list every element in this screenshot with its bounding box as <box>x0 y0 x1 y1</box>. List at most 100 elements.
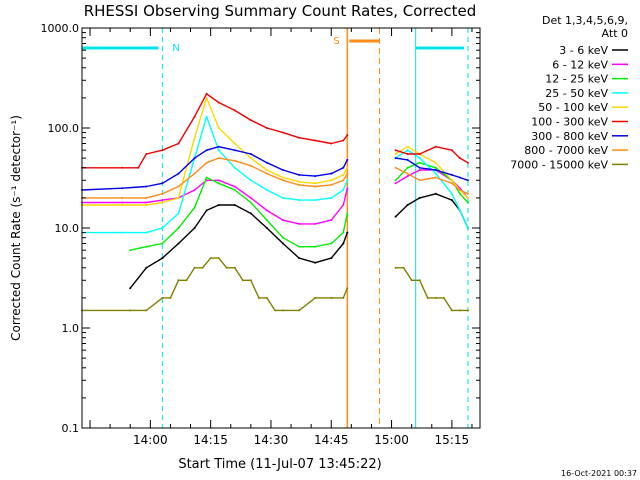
data-point <box>418 161 421 164</box>
data-point <box>217 101 220 104</box>
data-point <box>406 166 409 169</box>
data-point <box>314 261 317 264</box>
data-point <box>161 192 164 195</box>
data-point <box>434 296 437 299</box>
data-point <box>145 196 148 199</box>
data-point <box>233 204 236 206</box>
data-point <box>121 187 124 190</box>
data-point <box>185 279 188 282</box>
series-line-300-800-kev <box>81 146 469 191</box>
data-point <box>466 179 469 182</box>
data-point <box>450 199 453 202</box>
data-point <box>249 279 252 282</box>
data-point <box>205 115 208 118</box>
series-line-3-6-kev <box>129 193 469 289</box>
data-point <box>282 131 284 134</box>
data-point <box>342 189 345 191</box>
data-point <box>346 287 349 290</box>
data-point <box>217 127 220 129</box>
data-point <box>145 309 148 312</box>
data-point <box>450 192 453 195</box>
x-tick-label: 14:00 <box>133 433 168 447</box>
data-point <box>426 296 429 299</box>
data-point <box>330 257 333 260</box>
data-point <box>193 206 196 209</box>
data-point <box>265 127 268 129</box>
data-point <box>442 296 445 299</box>
data-point <box>201 266 204 269</box>
data-point <box>342 242 345 245</box>
plot-axes: 0.1 1.0 10.0 100.0 1000.0 14:00 14:15 14:30 14:4… <box>41 22 481 447</box>
data-point <box>193 115 196 118</box>
data-point <box>121 196 124 199</box>
data-point <box>217 182 220 185</box>
data-point <box>265 189 268 191</box>
data-point <box>282 236 284 239</box>
data-point <box>129 309 132 312</box>
x-tick-label: 14:15 <box>193 433 228 447</box>
data-point <box>394 153 397 155</box>
data-point <box>330 242 333 245</box>
data-point <box>193 157 196 160</box>
data-point <box>145 153 148 155</box>
data-point <box>342 231 345 234</box>
data-point <box>233 189 236 191</box>
data-point <box>282 309 284 312</box>
data-point <box>282 169 284 171</box>
data-point <box>406 175 409 178</box>
data-point <box>257 296 260 299</box>
data-point <box>205 176 208 179</box>
data-point <box>314 139 317 142</box>
data-point <box>298 245 301 248</box>
data-point <box>161 257 164 260</box>
data-point <box>177 279 180 282</box>
data-point <box>346 158 349 161</box>
legend-entry-label: 12 - 25 keV <box>545 73 608 86</box>
observing-markers: NS <box>82 28 469 428</box>
data-point <box>225 266 228 269</box>
data-point <box>406 158 409 161</box>
data-point <box>342 139 345 142</box>
data-point <box>434 176 437 179</box>
data-point <box>282 179 284 182</box>
data-point <box>265 209 268 212</box>
data-point <box>458 209 461 212</box>
legend-entry-label: 3 - 6 keV <box>559 44 608 57</box>
y-tick-label: 0.1 <box>62 422 80 435</box>
data-point <box>177 242 180 245</box>
data-point <box>434 169 437 171</box>
legend-entry-label: 6 - 12 keV <box>552 58 608 71</box>
data-point <box>394 266 397 269</box>
data-point <box>282 219 284 222</box>
data-point <box>394 157 397 160</box>
data-point <box>241 279 244 282</box>
data-point <box>314 222 317 225</box>
data-point <box>217 149 220 152</box>
data-point <box>298 309 301 312</box>
data-point <box>217 179 220 182</box>
data-point <box>145 245 148 248</box>
data-point <box>394 166 397 169</box>
data-point <box>169 296 172 299</box>
data-point <box>346 172 349 175</box>
y-axis-label-text: Corrected Count Rate (s⁻¹ detector⁻¹) <box>9 115 23 341</box>
data-point <box>265 219 268 222</box>
data-point <box>193 136 196 139</box>
data-point <box>209 257 212 260</box>
data-point <box>314 182 317 185</box>
data-point <box>249 153 252 155</box>
data-point <box>274 309 276 312</box>
data-point <box>217 157 220 160</box>
data-point <box>193 172 196 175</box>
data-point <box>450 179 453 182</box>
data-point <box>346 134 349 137</box>
data-point <box>342 166 345 169</box>
data-point <box>434 192 437 195</box>
data-point <box>458 157 461 160</box>
data-point <box>217 145 220 148</box>
data-point <box>466 192 469 195</box>
data-point <box>161 201 164 204</box>
legend-header: Det 1,3,4,5,6,9, <box>542 14 628 27</box>
data-point <box>161 182 164 185</box>
data-point <box>193 227 196 229</box>
